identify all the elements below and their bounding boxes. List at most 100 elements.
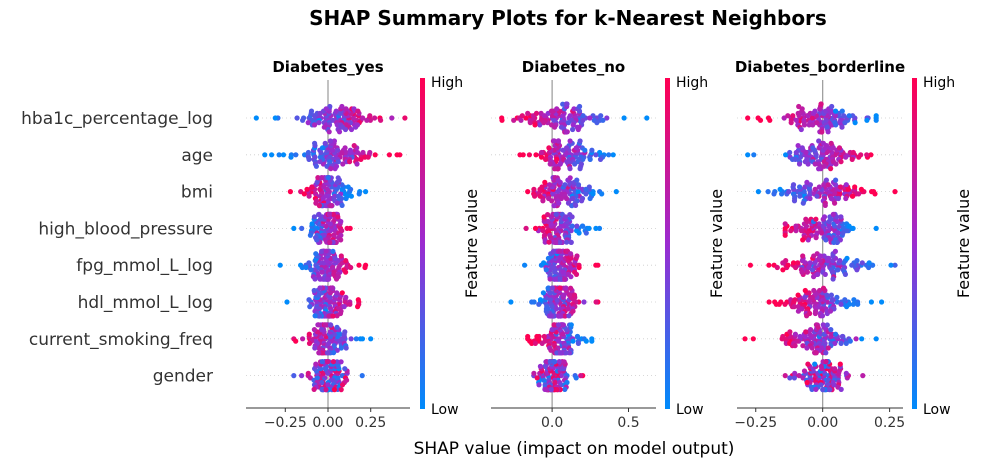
shap-point — [540, 290, 547, 296]
shap-point — [842, 120, 848, 126]
shap-point — [525, 110, 531, 116]
shap-point — [357, 336, 363, 342]
shap-point — [785, 113, 791, 119]
shap-point — [830, 145, 836, 151]
colorbar — [665, 78, 670, 409]
shap-point — [522, 262, 528, 268]
shap-point — [834, 294, 840, 300]
shap-point — [315, 322, 321, 328]
panel-title: Diabetes_borderline — [735, 58, 905, 76]
shap-point — [795, 260, 801, 266]
shap-point — [806, 290, 812, 296]
shap-point — [791, 304, 797, 310]
shap-point — [317, 276, 323, 282]
shap-point — [319, 145, 326, 151]
shap-point — [828, 327, 834, 333]
shap-point — [389, 115, 395, 121]
shap-point — [541, 333, 547, 340]
shap-point — [574, 223, 580, 229]
shap-point — [765, 189, 771, 195]
shap-point — [355, 108, 361, 114]
shap-point — [859, 336, 865, 342]
shap-point — [777, 186, 783, 192]
shap-point — [812, 108, 818, 114]
shap-point — [323, 387, 329, 393]
shap-point — [568, 274, 574, 280]
shap-point — [549, 327, 555, 333]
shap-point — [827, 387, 833, 393]
shap-point — [800, 343, 806, 349]
shap-point — [372, 152, 378, 158]
shap-point — [558, 124, 565, 130]
shap-point — [816, 184, 822, 190]
shap-point — [328, 166, 334, 172]
shap-point — [326, 211, 332, 217]
shap-point — [793, 264, 799, 271]
x-tick-label: 0.25 — [874, 415, 905, 431]
shap-point — [319, 387, 325, 393]
shap-point — [839, 108, 845, 114]
shap-point — [571, 106, 577, 112]
shap-point — [546, 239, 552, 245]
shap-point — [824, 124, 830, 130]
shap-point — [314, 179, 320, 185]
shap-point — [549, 198, 555, 204]
shap-point — [820, 387, 826, 393]
shap-point — [801, 368, 808, 374]
shap-point — [836, 145, 843, 151]
shap-point — [795, 292, 801, 298]
shap-point — [610, 152, 616, 158]
shap-point — [540, 198, 546, 204]
shap-point — [866, 260, 872, 266]
shap-point — [892, 262, 898, 268]
shap-point — [858, 186, 865, 192]
shap-point — [792, 331, 799, 337]
shap-point — [355, 304, 361, 310]
shap-point — [818, 363, 824, 369]
shap-point — [319, 269, 325, 275]
shap-point — [832, 340, 838, 346]
shap-point — [579, 198, 585, 204]
shap-point — [873, 225, 879, 231]
shap-point — [351, 106, 357, 112]
shap-point — [327, 138, 333, 144]
shap-point — [788, 120, 794, 126]
shap-point — [356, 262, 362, 268]
shap-point — [359, 373, 365, 379]
shap-point — [864, 117, 870, 123]
shap-point — [804, 379, 810, 386]
shap-point — [813, 386, 819, 392]
shap-point — [803, 216, 809, 222]
shap-point — [323, 106, 329, 112]
x-tick-label: −0.25 — [264, 415, 307, 431]
shap-point — [347, 301, 353, 307]
shap-point — [866, 264, 872, 271]
shap-point — [842, 271, 849, 277]
shap-point — [554, 106, 560, 112]
shap-point — [593, 299, 599, 305]
shap-point — [331, 387, 338, 393]
shap-point — [557, 350, 564, 356]
shap-point — [338, 359, 344, 365]
shap-point — [556, 200, 562, 206]
shap-point — [539, 184, 545, 190]
shap-point — [348, 264, 354, 271]
shap-point — [526, 152, 533, 158]
shap-point — [319, 175, 325, 181]
shap-point — [552, 166, 558, 172]
shap-point — [805, 361, 811, 367]
shap-point — [804, 313, 810, 319]
shap-point — [353, 336, 359, 342]
shap-point — [604, 115, 610, 121]
shap-point — [355, 297, 361, 303]
shap-point — [809, 294, 815, 300]
shap-point — [828, 140, 834, 146]
shap-point — [574, 333, 581, 340]
x-tick-label: 0.00 — [807, 415, 838, 431]
shap-point — [567, 166, 573, 172]
shap-point — [816, 138, 822, 144]
shap-point — [797, 193, 803, 199]
shap-point — [577, 166, 583, 172]
shap-point — [745, 115, 751, 121]
shap-point — [786, 189, 792, 195]
